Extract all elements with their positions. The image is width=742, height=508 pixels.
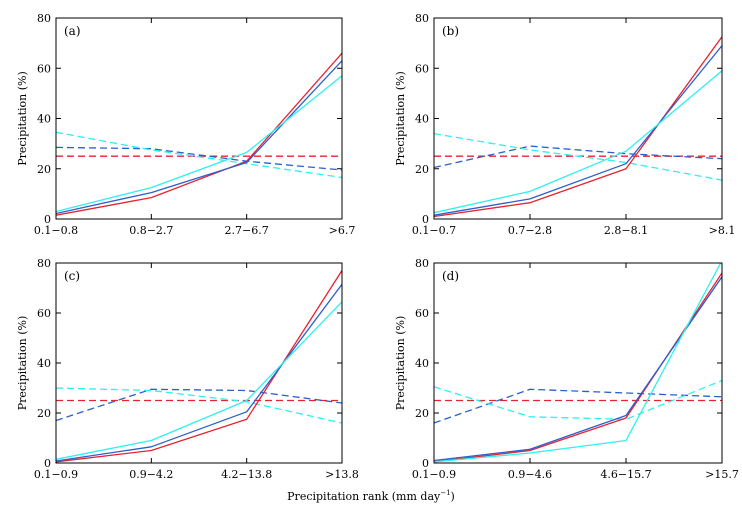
series-line-solid-red: [434, 36, 722, 218]
series-line-solid-red: [434, 272, 722, 463]
y-axis-label: Precipitation (%): [16, 316, 29, 411]
y-axis-label: Precipitation (%): [394, 316, 407, 411]
plot-frame: [433, 17, 723, 220]
series-group: [56, 52, 342, 216]
chart-panel-3: 0 20 40 60 80 0.1−0.9 0.9−4.2 4.2−13.8 >13.8 Prec…: [16, 257, 359, 481]
series-group: [434, 263, 722, 463]
x-tick-label: 4.6−15.7: [600, 468, 651, 481]
x-tick-label: >8.1: [709, 224, 736, 237]
series-line-dashed-cyan: [434, 132, 722, 181]
series-line-solid-cyan: [56, 301, 342, 460]
y-tick-label: 40: [415, 357, 429, 370]
series-line-solid-blue: [434, 276, 722, 462]
y-tick-label: 0: [44, 213, 51, 226]
panel-label: (b): [442, 24, 459, 38]
series-line-dashed-blue: [56, 146, 342, 171]
series-line-dashed-blue: [434, 388, 722, 424]
series-line-solid-blue: [56, 283, 342, 462]
y-tick-label: 40: [37, 357, 51, 370]
series-line-solid-red: [56, 52, 342, 216]
y-tick-label: 0: [422, 457, 429, 470]
y-tick-label: 20: [415, 407, 429, 420]
y-tick-label: 80: [415, 257, 429, 270]
y-axis-label: Precipitation (%): [394, 71, 407, 166]
series-group: [434, 36, 722, 218]
series-line-solid-red: [56, 270, 342, 463]
series-line-dashed-cyan: [434, 379, 722, 420]
y-tick-label: 40: [37, 113, 51, 126]
x-tick-label: >15.7: [705, 468, 739, 481]
series-line-solid-cyan: [56, 75, 342, 213]
x-tick-label: 0.8−2.7: [129, 224, 173, 237]
x-tick-label: 4.2−13.8: [221, 468, 272, 481]
y-tick-label: 20: [37, 407, 51, 420]
y-tick-label: 60: [415, 307, 429, 320]
y-tick-label: 60: [37, 307, 51, 320]
plot-frame: [55, 17, 343, 220]
y-tick-label: 20: [37, 163, 51, 176]
x-tick-label: 0.1−0.9: [412, 468, 456, 481]
y-tick-label: 80: [37, 12, 51, 25]
series-line-dashed-cyan: [56, 131, 342, 179]
x-axis-label: Precipitation rank (mm day−1): [287, 489, 455, 503]
x-tick-label: 0.1−0.9: [34, 468, 78, 481]
panel-label: (a): [64, 24, 81, 38]
y-tick-label: 0: [44, 457, 51, 470]
x-tick-label: 0.9−4.6: [508, 468, 552, 481]
series-group: [56, 270, 342, 463]
y-tick-label: 20: [415, 163, 429, 176]
panel-label: (d): [442, 269, 459, 283]
x-tick-label: 0.1−0.8: [34, 224, 78, 237]
y-tick-label: 60: [37, 62, 51, 75]
y-tick-label: 40: [415, 113, 429, 126]
series-line-dashed-blue: [434, 145, 722, 169]
x-tick-label: 0.1−0.7: [412, 224, 456, 237]
y-tick-label: 80: [37, 257, 51, 270]
chart-panel-2: 0 20 40 60 80 0.1−0.7 0.7−2.8 2.8−8.1 >8.1 Precip…: [394, 12, 735, 237]
y-tick-label: 60: [415, 62, 429, 75]
series-line-solid-blue: [434, 45, 722, 216]
y-tick-label: 0: [422, 213, 429, 226]
x-tick-label: >13.8: [325, 468, 359, 481]
series-line-dashed-blue: [56, 388, 342, 422]
x-tick-label: 2.7−6.7: [225, 224, 269, 237]
series-line-solid-cyan: [434, 70, 722, 214]
x-tick-label: >6.7: [329, 224, 356, 237]
series-line-dashed-cyan: [56, 387, 342, 424]
panel-label: (c): [64, 269, 80, 283]
y-axis-label: Precipitation (%): [16, 71, 29, 166]
series-line-solid-blue: [56, 60, 342, 215]
chart-panel-4: 0 20 40 60 80 0.1−0.9 0.9−4.6 4.6−15.7 >15.7 Prec…: [394, 257, 739, 481]
chart-panel-1: 0 20 40 60 80 0.1−0.8 0.8−2.7 2.7−6.7 >6.7 Precip…: [16, 12, 355, 237]
x-tick-label: 2.8−8.1: [604, 224, 648, 237]
plot-frame: [55, 262, 343, 464]
x-tick-label: 0.9−4.2: [129, 468, 173, 481]
y-tick-label: 80: [415, 12, 429, 25]
series-line-solid-cyan: [434, 263, 722, 463]
x-tick-label: 0.7−2.8: [508, 224, 552, 237]
